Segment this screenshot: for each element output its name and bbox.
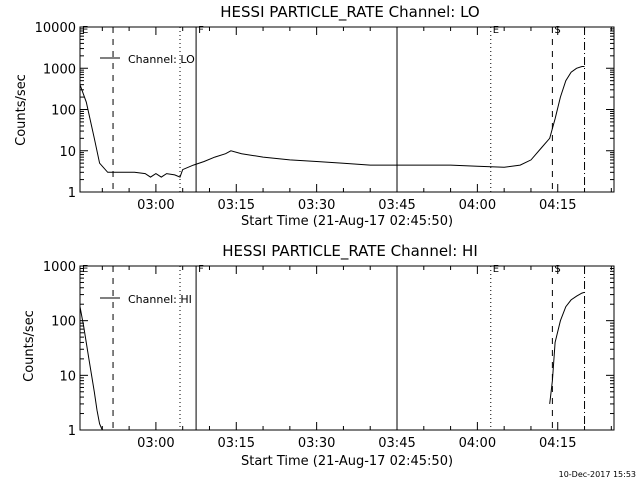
panel-lo-axes: 1 10 100 1000 10000 03:00 03:15 03:30 03:45 04:00… — [35, 21, 615, 213]
panel-hi-series-line — [549, 291, 585, 404]
panel-hi-axes: 1 10 100 1000 03:00 03:15 03:30 03:45 04:00 04:15 — [43, 260, 615, 451]
panel-lo-xlabel: Start Time (21-Aug-17 02:45:50) — [241, 214, 453, 229]
panel-lo-marker-label: E — [82, 25, 88, 36]
panel-hi-series — [79, 291, 585, 431]
panel-hi-xtick-label: 03:45 — [378, 436, 415, 451]
panel-lo-ytick-label: 1000 — [43, 62, 76, 77]
panel-hi-xtick-label: 03:15 — [218, 436, 255, 451]
panel-hi-ytick-label: 100 — [51, 315, 76, 330]
panel-hi-frame — [79, 265, 615, 431]
panel-lo-xtick-label: 04:00 — [459, 198, 496, 213]
panel-hi-xtick-label: 03:00 — [137, 436, 174, 451]
panel-hi: HESSI PARTICLE_RATE Channel: HI Counts/s… — [22, 242, 615, 469]
panel-hi-ylabel: Counts/sec — [22, 310, 37, 382]
panel-lo-legend: Channel: LO — [100, 53, 195, 66]
panel-lo-xtick-label: 03:45 — [378, 198, 415, 213]
panel-hi-xtick-label: 04:15 — [539, 436, 576, 451]
panel-lo-series-line — [79, 66, 585, 178]
panel-lo-title: HESSI PARTICLE_RATE Channel: LO — [220, 3, 479, 22]
panel-lo-xtick-label: 04:15 — [539, 198, 576, 213]
panel-hi-ytick-label: 1 — [68, 424, 76, 439]
panel-lo-ylabel: Counts/sec — [14, 74, 29, 146]
panel-hi-marker-label: E — [493, 264, 499, 275]
panel-lo-legend-label: Channel: LO — [128, 53, 195, 66]
panel-lo-ytick-label: 10000 — [35, 21, 76, 36]
panel-lo-ytick-label: 10 — [59, 145, 76, 160]
panel-hi-legend: Channel: HI — [100, 293, 192, 306]
panel-hi-marker-label: S — [554, 264, 560, 275]
panel-lo-marker-label: F — [198, 25, 204, 36]
panel-hi-marker-label: E — [82, 264, 88, 275]
panel-lo-marker-label: S — [554, 25, 560, 36]
panel-hi-title: HESSI PARTICLE_RATE Channel: HI — [222, 242, 478, 261]
panel-lo-xtick-label: 03:30 — [298, 198, 335, 213]
panel-hi-xtick-label: 03:30 — [298, 436, 335, 451]
panel-lo: HESSI PARTICLE_RATE Channel: LO Counts/s… — [14, 3, 615, 229]
panel-lo-xtick-label: 03:15 — [218, 198, 255, 213]
panel-hi-series-line — [79, 306, 103, 431]
footer-timestamp: 10-Dec-2017 15:53 — [559, 470, 636, 479]
panel-hi-xlabel: Start Time (21-Aug-17 02:45:50) — [241, 454, 453, 469]
panel-lo-frame — [79, 26, 615, 193]
panel-hi-ytick-label: 10 — [59, 369, 76, 384]
panel-lo-ytick-label: 1 — [68, 186, 76, 201]
panel-hi-legend-label: Channel: HI — [128, 293, 192, 306]
panel-lo-marker-label: E — [493, 25, 499, 36]
panel-lo-series — [79, 66, 585, 178]
panel-hi-xtick-label: 04:00 — [459, 436, 496, 451]
panel-hi-marker-label: F — [198, 264, 204, 275]
panel-lo-xtick-label: 03:00 — [137, 198, 174, 213]
panel-hi-ytick-label: 1000 — [43, 260, 76, 275]
panel-lo-ytick-label: 100 — [51, 104, 76, 119]
